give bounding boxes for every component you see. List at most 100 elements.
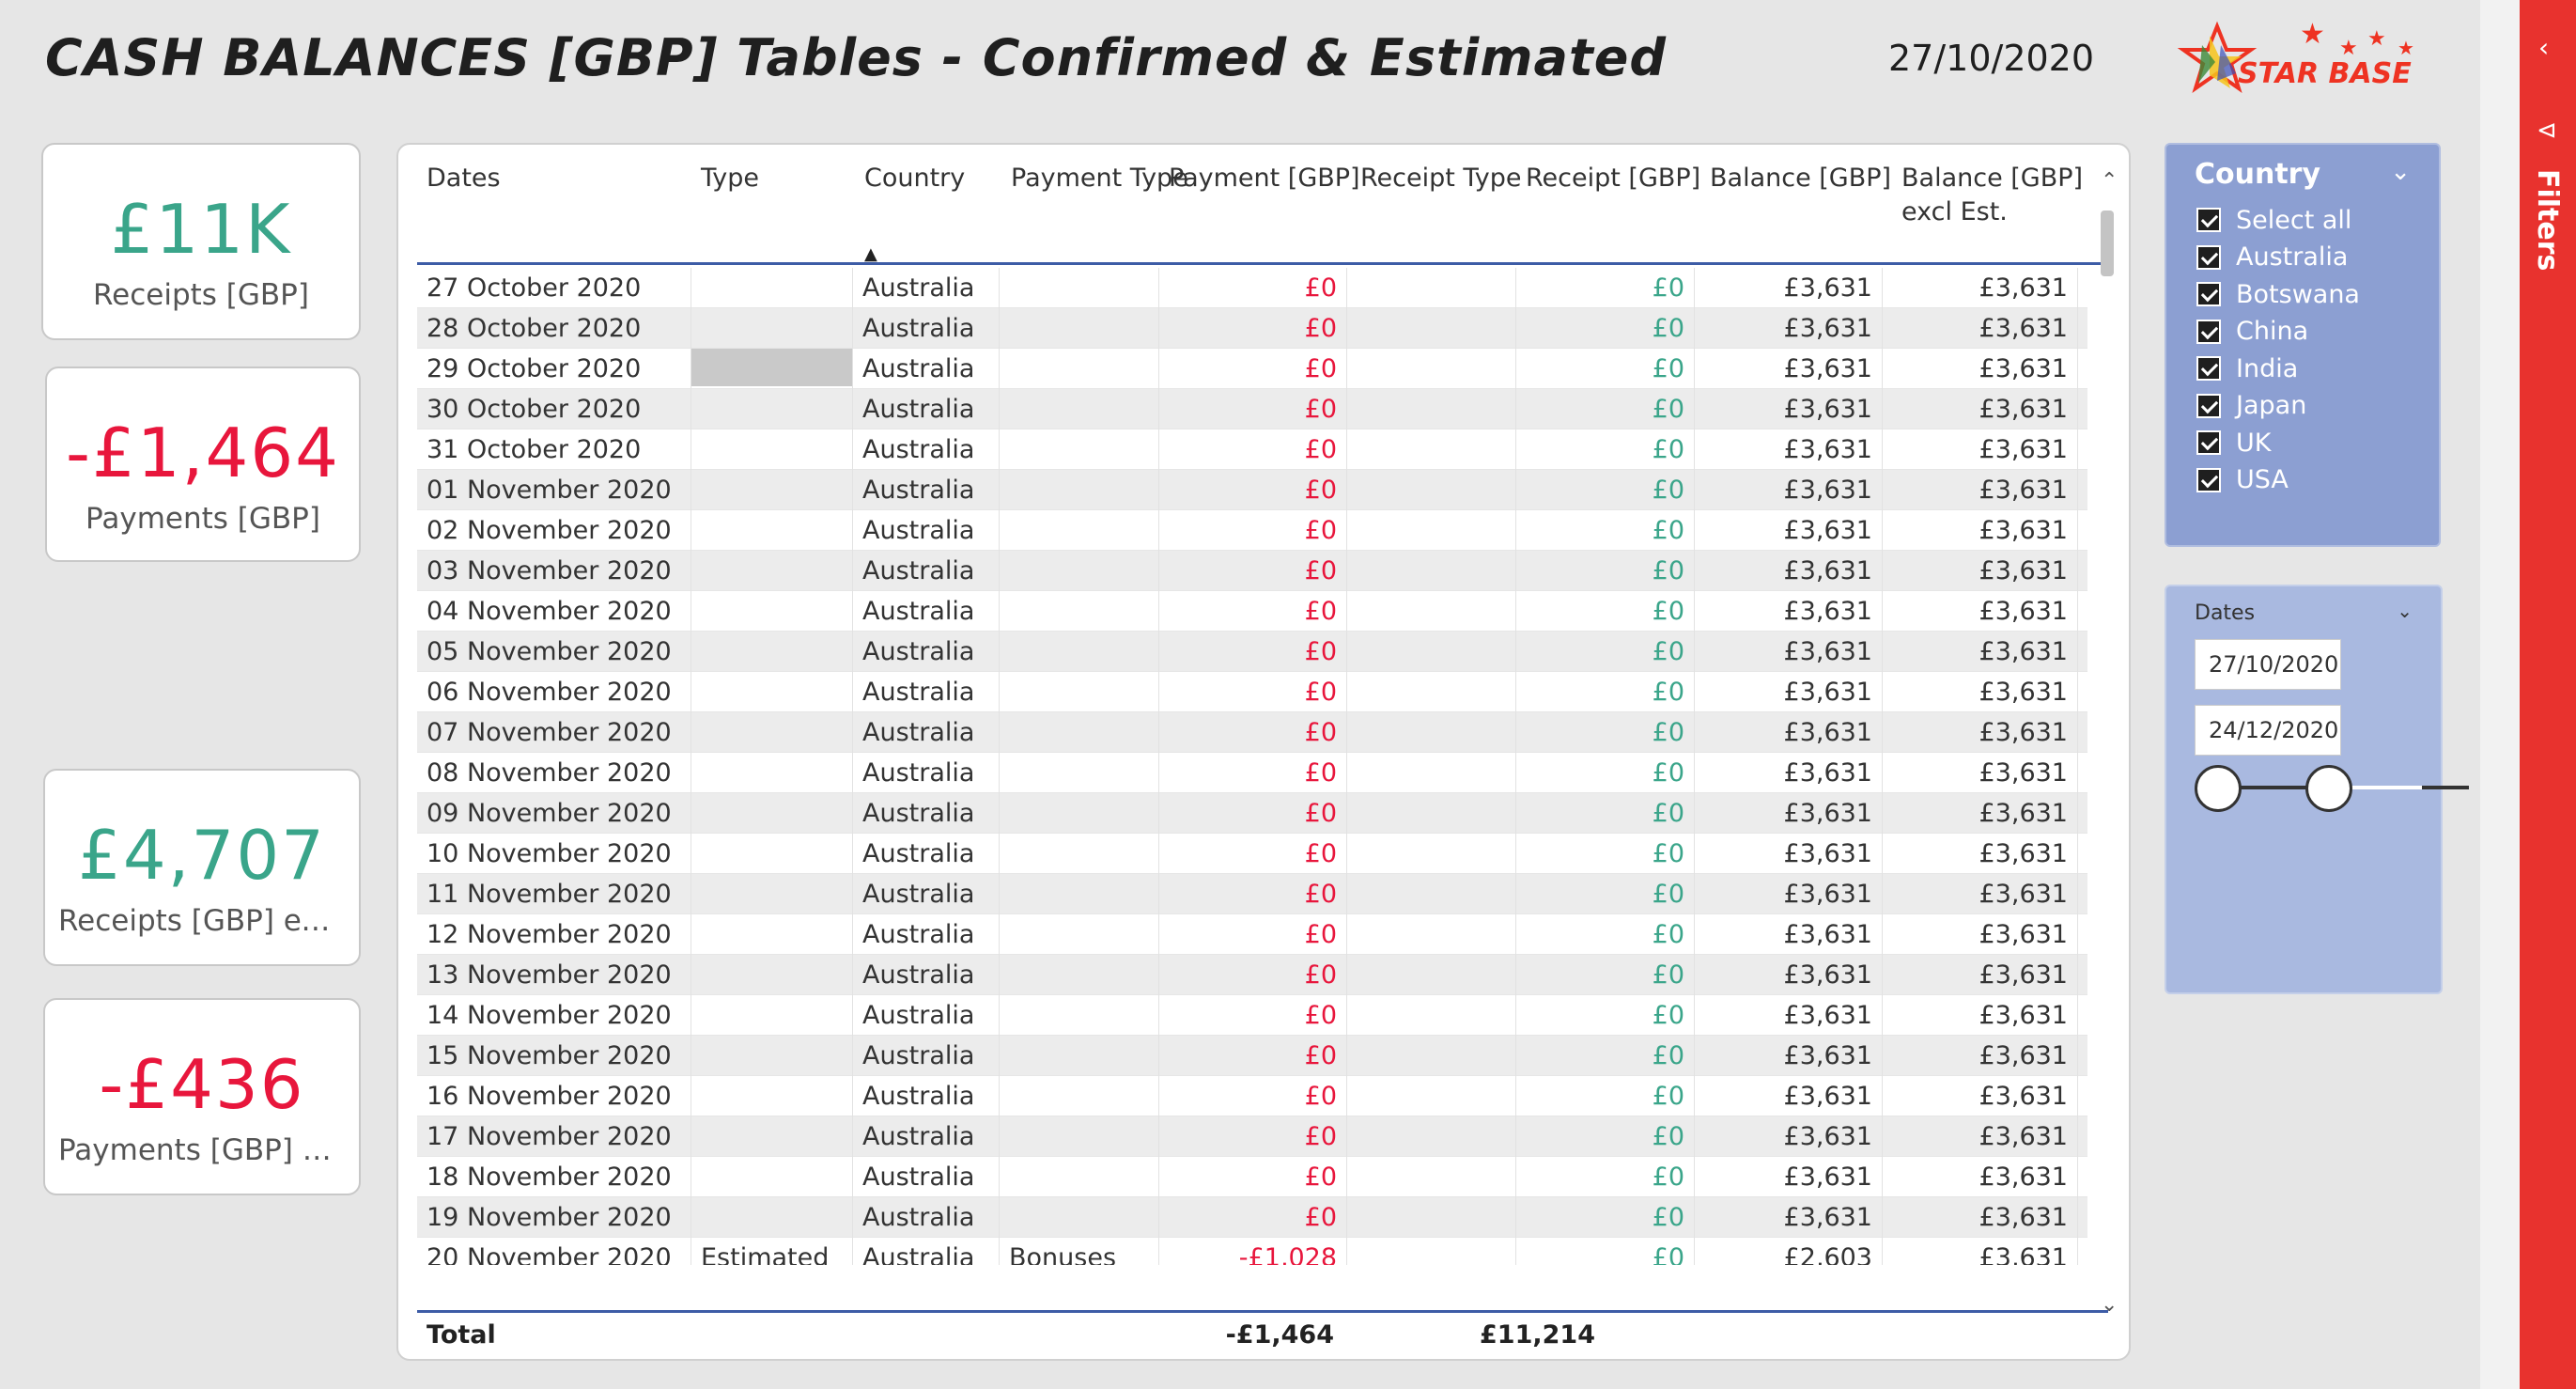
cell-type[interactable]: [691, 349, 853, 389]
cell-payment[interactable]: £0: [1159, 349, 1347, 389]
cell-receipt-type[interactable]: [1347, 874, 1516, 914]
cell-receipt[interactable]: £0: [1516, 470, 1695, 510]
cell-country[interactable]: Australia: [853, 551, 1000, 591]
cell-receipt-type[interactable]: [1347, 308, 1516, 349]
cell-balance-excl[interactable]: £3,631: [1883, 510, 2078, 551]
cell-payment[interactable]: £0: [1159, 793, 1347, 834]
cell-receipt[interactable]: £0: [1516, 308, 1695, 349]
cell-type[interactable]: [691, 429, 853, 470]
cell-balance[interactable]: £3,631: [1695, 349, 1883, 389]
cell-payment-type[interactable]: [1000, 712, 1159, 753]
checkbox-checked-icon[interactable]: [2196, 430, 2221, 455]
cell-receipt-type[interactable]: [1347, 1036, 1516, 1076]
cell-balance[interactable]: £3,631: [1695, 793, 1883, 834]
cell-receipt-type[interactable]: [1347, 632, 1516, 672]
cell-payment[interactable]: £0: [1159, 1076, 1347, 1116]
table-row[interactable]: 01 November 2020 Australia £0 £0 £3,631 £3,63…: [417, 470, 2087, 510]
cell-date[interactable]: 05 November 2020: [417, 632, 691, 672]
cell-date[interactable]: 18 November 2020: [417, 1157, 691, 1197]
cell-receipt[interactable]: £0: [1516, 672, 1695, 712]
cell-payment[interactable]: £0: [1159, 470, 1347, 510]
cell-payment[interactable]: £0: [1159, 551, 1347, 591]
table-row[interactable]: 08 November 2020 Australia £0 £0 £3,631 £3,63…: [417, 753, 2087, 793]
table-row[interactable]: 07 November 2020 Australia £0 £0 £3,631 £3,63…: [417, 712, 2087, 753]
cell-balance-excl[interactable]: £3,631: [1883, 1238, 2078, 1265]
cell-payment[interactable]: £0: [1159, 1036, 1347, 1076]
cell-receipt-type[interactable]: [1347, 1197, 1516, 1238]
col-balance-excl[interactable]: Balance [GBP] excl Est.: [1901, 162, 2083, 230]
country-option-usa[interactable]: USA: [2196, 463, 2289, 497]
cell-receipt-type[interactable]: [1347, 1116, 1516, 1157]
table-row[interactable]: 05 November 2020 Australia £0 £0 £3,631 £3,63…: [417, 632, 2087, 672]
cell-balance[interactable]: £3,631: [1695, 1197, 1883, 1238]
cell-balance[interactable]: £3,631: [1695, 551, 1883, 591]
scroll-up-icon[interactable]: ⌃: [2101, 169, 2118, 193]
filters-pane-collapsed[interactable]: ‹ ⊲ Filters: [2520, 0, 2576, 1389]
cell-country[interactable]: Australia: [853, 1076, 1000, 1116]
cell-type[interactable]: [691, 1036, 853, 1076]
country-option-select-all[interactable]: Select all: [2196, 203, 2351, 237]
cell-balance-excl[interactable]: £3,631: [1883, 1076, 2078, 1116]
cell-receipt-type[interactable]: [1347, 551, 1516, 591]
cell-balance-excl[interactable]: £3,631: [1883, 672, 2078, 712]
payments-card[interactable]: -£1,464 Payments [GBP]: [45, 367, 361, 562]
cell-date[interactable]: 31 October 2020: [417, 429, 691, 470]
cell-receipt[interactable]: £0: [1516, 268, 1695, 308]
cell-type[interactable]: [691, 672, 853, 712]
cell-type[interactable]: [691, 1197, 853, 1238]
cell-type[interactable]: [691, 1076, 853, 1116]
cell-balance-excl[interactable]: £3,631: [1883, 1036, 2078, 1076]
cell-balance[interactable]: £3,631: [1695, 389, 1883, 429]
scroll-down-icon[interactable]: ⌄: [2101, 1293, 2118, 1317]
cell-date[interactable]: 30 October 2020: [417, 389, 691, 429]
table-row[interactable]: 10 November 2020 Australia £0 £0 £3,631 £3,63…: [417, 834, 2087, 874]
chevron-down-icon[interactable]: ⌄: [2397, 600, 2413, 622]
cell-date[interactable]: 02 November 2020: [417, 510, 691, 551]
cell-payment[interactable]: £0: [1159, 429, 1347, 470]
col-receipt[interactable]: Receipt [GBP]: [1526, 164, 1701, 193]
cell-receipt[interactable]: £0: [1516, 632, 1695, 672]
cell-payment-type[interactable]: [1000, 349, 1159, 389]
start-date-input[interactable]: 27/10/2020: [2195, 639, 2341, 690]
receipts-excl-card[interactable]: £4,707 Receipts [GBP] excl ...: [43, 769, 361, 966]
cell-type[interactable]: [691, 308, 853, 349]
cell-receipt-type[interactable]: [1347, 591, 1516, 632]
cell-payment-type[interactable]: [1000, 874, 1159, 914]
cell-receipt-type[interactable]: [1347, 268, 1516, 308]
cell-payment[interactable]: £0: [1159, 914, 1347, 955]
cell-balance[interactable]: £3,631: [1695, 834, 1883, 874]
cell-balance[interactable]: £3,631: [1695, 672, 1883, 712]
cell-balance[interactable]: £3,631: [1695, 429, 1883, 470]
cell-receipt-type[interactable]: [1347, 672, 1516, 712]
cell-payment-type[interactable]: [1000, 793, 1159, 834]
cell-payment-type[interactable]: [1000, 995, 1159, 1036]
cell-receipt[interactable]: £0: [1516, 510, 1695, 551]
table-row[interactable]: 12 November 2020 Australia £0 £0 £3,631 £3,63…: [417, 914, 2087, 955]
end-date-input[interactable]: 24/12/2020: [2195, 705, 2341, 756]
checkbox-checked-icon[interactable]: [2196, 282, 2221, 306]
country-option-uk[interactable]: UK: [2196, 426, 2271, 460]
cell-balance[interactable]: £3,631: [1695, 308, 1883, 349]
table-row[interactable]: 20 November 2020 Estimated Australia Bonuse…: [417, 1238, 2087, 1265]
cell-receipt-type[interactable]: [1347, 470, 1516, 510]
cell-date[interactable]: 09 November 2020: [417, 793, 691, 834]
cell-balance[interactable]: £3,631: [1695, 995, 1883, 1036]
cell-type[interactable]: [691, 955, 853, 995]
cell-receipt[interactable]: £0: [1516, 389, 1695, 429]
dates-slicer[interactable]: Dates ⌄ 27/10/2020 24/12/2020: [2165, 585, 2469, 994]
cell-receipt[interactable]: £0: [1516, 712, 1695, 753]
cell-date[interactable]: 17 November 2020: [417, 1116, 691, 1157]
cell-receipt-type[interactable]: [1347, 389, 1516, 429]
cell-type[interactable]: [691, 914, 853, 955]
cell-balance[interactable]: £3,631: [1695, 1036, 1883, 1076]
cell-payment-type[interactable]: [1000, 1197, 1159, 1238]
cell-receipt-type[interactable]: [1347, 1238, 1516, 1265]
table-row[interactable]: 27 October 2020 Australia £0 £0 £3,631 £3,631: [417, 268, 2087, 308]
col-balance[interactable]: Balance [GBP]: [1710, 164, 1892, 193]
cell-date[interactable]: 29 October 2020: [417, 349, 691, 389]
table-row[interactable]: 13 November 2020 Australia £0 £0 £3,631 £3,63…: [417, 955, 2087, 995]
cell-payment-type[interactable]: [1000, 914, 1159, 955]
cell-balance-excl[interactable]: £3,631: [1883, 268, 2078, 308]
cell-balance[interactable]: £3,631: [1695, 914, 1883, 955]
cell-payment[interactable]: -£1,028: [1159, 1238, 1347, 1265]
